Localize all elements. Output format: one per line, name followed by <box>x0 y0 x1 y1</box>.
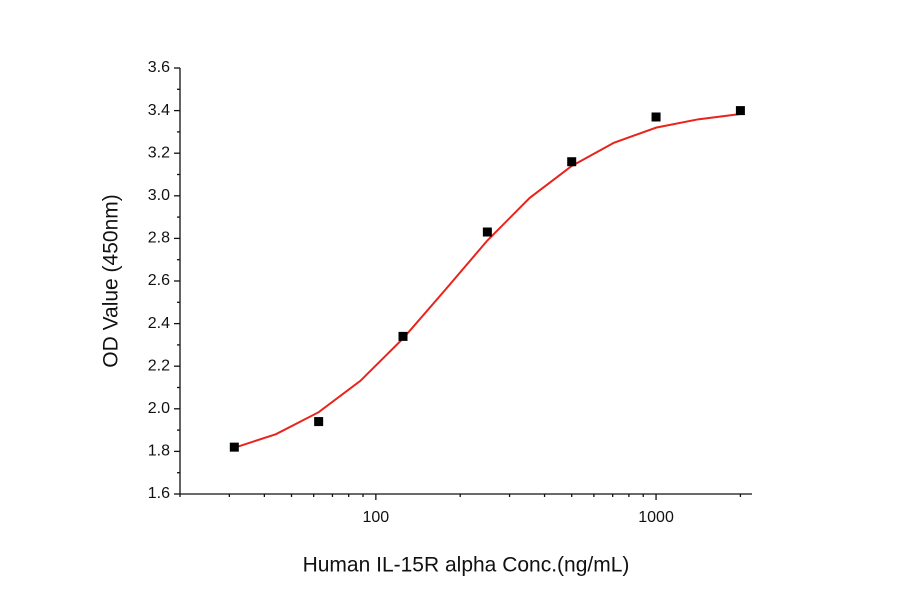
data-point <box>482 227 492 237</box>
data-point <box>567 157 577 167</box>
y-tick-label: 2.8 <box>148 230 170 247</box>
data-point <box>651 112 661 122</box>
x-axis-title: Human IL-15R alpha Conc.(ng/mL) <box>303 554 630 577</box>
y-tick-label: 3.2 <box>148 144 170 161</box>
data-point <box>229 442 239 452</box>
y-tick-label: 1.6 <box>148 485 170 502</box>
y-tick-label: 2.4 <box>148 315 170 332</box>
y-tick-label: 2.6 <box>148 272 170 289</box>
y-tick-label: 2.2 <box>148 357 170 374</box>
y-tick-label: 1.8 <box>148 443 170 460</box>
data-point <box>398 331 408 341</box>
y-tick-label: 3.6 <box>148 59 170 76</box>
data-point <box>314 417 324 427</box>
y-tick-label: 2.0 <box>148 400 170 417</box>
y-tick-label: 3.0 <box>148 187 170 204</box>
fit-curve <box>233 113 741 449</box>
data-point <box>735 106 745 116</box>
x-tick-label: 1000 <box>638 509 674 526</box>
x-tick-label: 100 <box>363 509 390 526</box>
y-tick-label: 3.4 <box>148 102 170 119</box>
y-axis-title: OD Value (450nm) <box>100 194 123 368</box>
